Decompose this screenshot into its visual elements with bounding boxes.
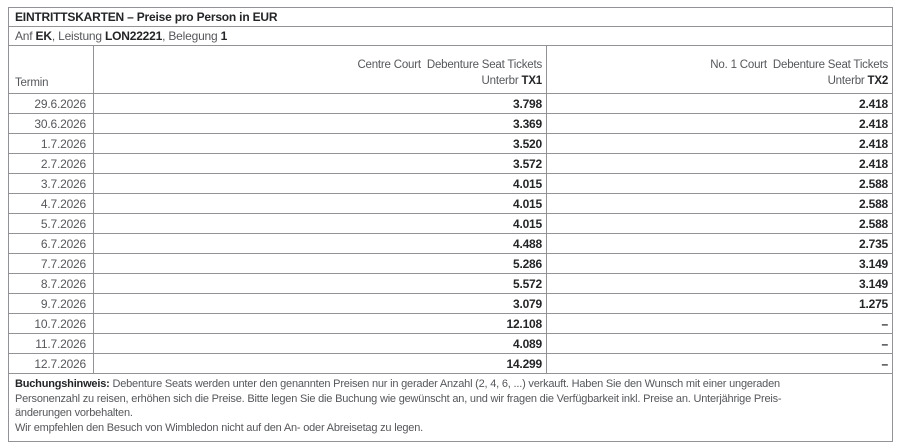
column-subtitle: Unterbr TX1 [95, 73, 543, 89]
date-cell: 2.7.2026 [8, 153, 94, 174]
note-label: Buchungshinweis: [15, 378, 110, 390]
price-cell: 2.418 [545, 113, 894, 134]
table-row: 5.7.2026 4.015 2.588 [8, 213, 894, 234]
anf-value: EK [35, 29, 52, 43]
price-cell: 4.089 [93, 333, 547, 354]
table-row: 29.6.2026 3.798 2.418 [8, 93, 894, 114]
price-cell: 4.015 [93, 193, 547, 214]
date-cell: 6.7.2026 [8, 233, 94, 254]
prices-table: EINTRITTSKARTEN – Preise pro Person in E… [7, 7, 894, 442]
belegung-value: 1 [220, 29, 228, 43]
price-cell: 2.418 [545, 93, 894, 114]
column-title: Centre Court Debenture Seat Tickets [357, 59, 542, 71]
price-cell: 1.275 [545, 293, 894, 314]
note-line-3: änderungen vorbehalten. [15, 407, 133, 419]
price-cell: 5.572 [93, 273, 547, 294]
tariff-code: TX2 [867, 75, 889, 87]
price-cell: 4.488 [93, 233, 547, 254]
note-text: Debenture Seats werden unter den genannt… [109, 378, 780, 390]
date-cell: 3.7.2026 [8, 173, 94, 194]
column-header-centre-court: Centre Court Debenture Seat Tickets Unte… [93, 45, 547, 94]
panel-title-row: EINTRITTSKARTEN – Preise pro Person in E… [7, 7, 894, 27]
table-row: 4.7.2026 4.015 2.588 [8, 193, 894, 214]
table-row: 8.7.2026 5.572 3.149 [8, 273, 894, 294]
price-cell: 3.079 [93, 293, 547, 314]
booking-note-row: Buchungshinweis: Debenture Seats werden … [7, 373, 894, 442]
price-cell: 3.149 [545, 253, 894, 274]
price-cell: 5.286 [93, 253, 547, 274]
date-cell: 7.7.2026 [8, 253, 94, 274]
booking-info: Anf EK, Leistung LON22221, Belegung 1 [7, 26, 894, 46]
price-cell: 2.418 [545, 153, 894, 174]
table-row: 11.7.2026 4.089– [8, 333, 894, 354]
date-cell: 30.6.2026 [8, 113, 94, 134]
leistung-label: , Leistung [51, 29, 105, 43]
date-cell: 10.7.2026 [8, 313, 94, 334]
price-cell: 4.015 [93, 213, 547, 234]
column-header-row: Termin Centre Court Debenture Seat Ticke… [8, 45, 894, 94]
price-cell: 3.149 [545, 273, 894, 294]
date-cell: 9.7.2026 [8, 293, 94, 314]
booking-note: Buchungshinweis: Debenture Seats werden … [7, 373, 894, 442]
column-title: No. 1 Court Debenture Seat Tickets [710, 59, 889, 71]
price-cell: – [545, 313, 894, 334]
table-row: 9.7.2026 3.079 1.275 [8, 293, 894, 314]
unterbr-label: Unterbr [827, 75, 868, 87]
price-cell: 2.418 [545, 133, 894, 154]
column-subtitle: Unterbr TX2 [548, 73, 889, 89]
booking-info-row: Anf EK, Leistung LON22221, Belegung 1 [7, 26, 894, 46]
price-cell: 2.588 [545, 213, 894, 234]
date-cell: 1.7.2026 [8, 133, 94, 154]
belegung-label: , Belegung [162, 29, 221, 43]
table-row: 2.7.2026 3.572 2.418 [8, 153, 894, 174]
note-line-1: Buchungshinweis: Debenture Seats werden … [15, 377, 886, 392]
date-cell: 5.7.2026 [8, 213, 94, 234]
note-line-2: Personenzahl zu reisen, erhöhen sich die… [15, 392, 782, 405]
price-cell: 2.588 [545, 193, 894, 214]
date-cell: 12.7.2026 [8, 353, 94, 374]
date-cell: 8.7.2026 [8, 273, 94, 294]
price-cell: 3.798 [93, 93, 547, 114]
price-cell: 2.588 [545, 173, 894, 194]
price-cell: – [545, 333, 894, 354]
price-cell: 2.735 [545, 233, 894, 254]
date-cell: 29.6.2026 [8, 93, 94, 114]
page-title: EINTRITTSKARTEN – Preise pro Person in E… [7, 7, 894, 27]
table-row: 12.7.2026 14.299– [8, 353, 894, 374]
table-row: 7.7.2026 5.286 3.149 [8, 253, 894, 274]
termin-header: Termin [8, 45, 94, 94]
price-cell: 12.108 [93, 313, 547, 334]
table-row: 1.7.2026 3.520 2.418 [8, 133, 894, 154]
note-line-4: Wir empfehlen den Besuch von Wimbledon n… [15, 421, 423, 434]
unterbr-label: Unterbr [481, 75, 522, 87]
table-row: 30.6.2026 3.369 2.418 [8, 113, 894, 134]
price-cell: 3.520 [93, 133, 547, 154]
price-cell: 3.369 [93, 113, 547, 134]
tariff-code: TX1 [521, 75, 543, 87]
column-header-no1-court: No. 1 Court Debenture Seat Tickets Unter… [545, 45, 894, 94]
price-rows: 29.6.2026 3.798 2.418 30.6.2026 3.369 2.418 1.… [8, 93, 894, 374]
date-cell: 4.7.2026 [8, 193, 94, 214]
table-row: 6.7.2026 4.488 2.735 [8, 233, 894, 254]
table-row: 10.7.2026 12.108– [8, 313, 894, 334]
leistung-value: LON22221 [105, 29, 163, 43]
price-cell: 4.015 [93, 173, 547, 194]
price-cell: 14.299 [93, 353, 547, 374]
price-cell: – [545, 353, 894, 374]
date-cell: 11.7.2026 [8, 333, 94, 354]
table-row: 3.7.2026 4.015 2.588 [8, 173, 894, 194]
anf-label: Anf [15, 29, 36, 43]
price-cell: 3.572 [93, 153, 547, 174]
